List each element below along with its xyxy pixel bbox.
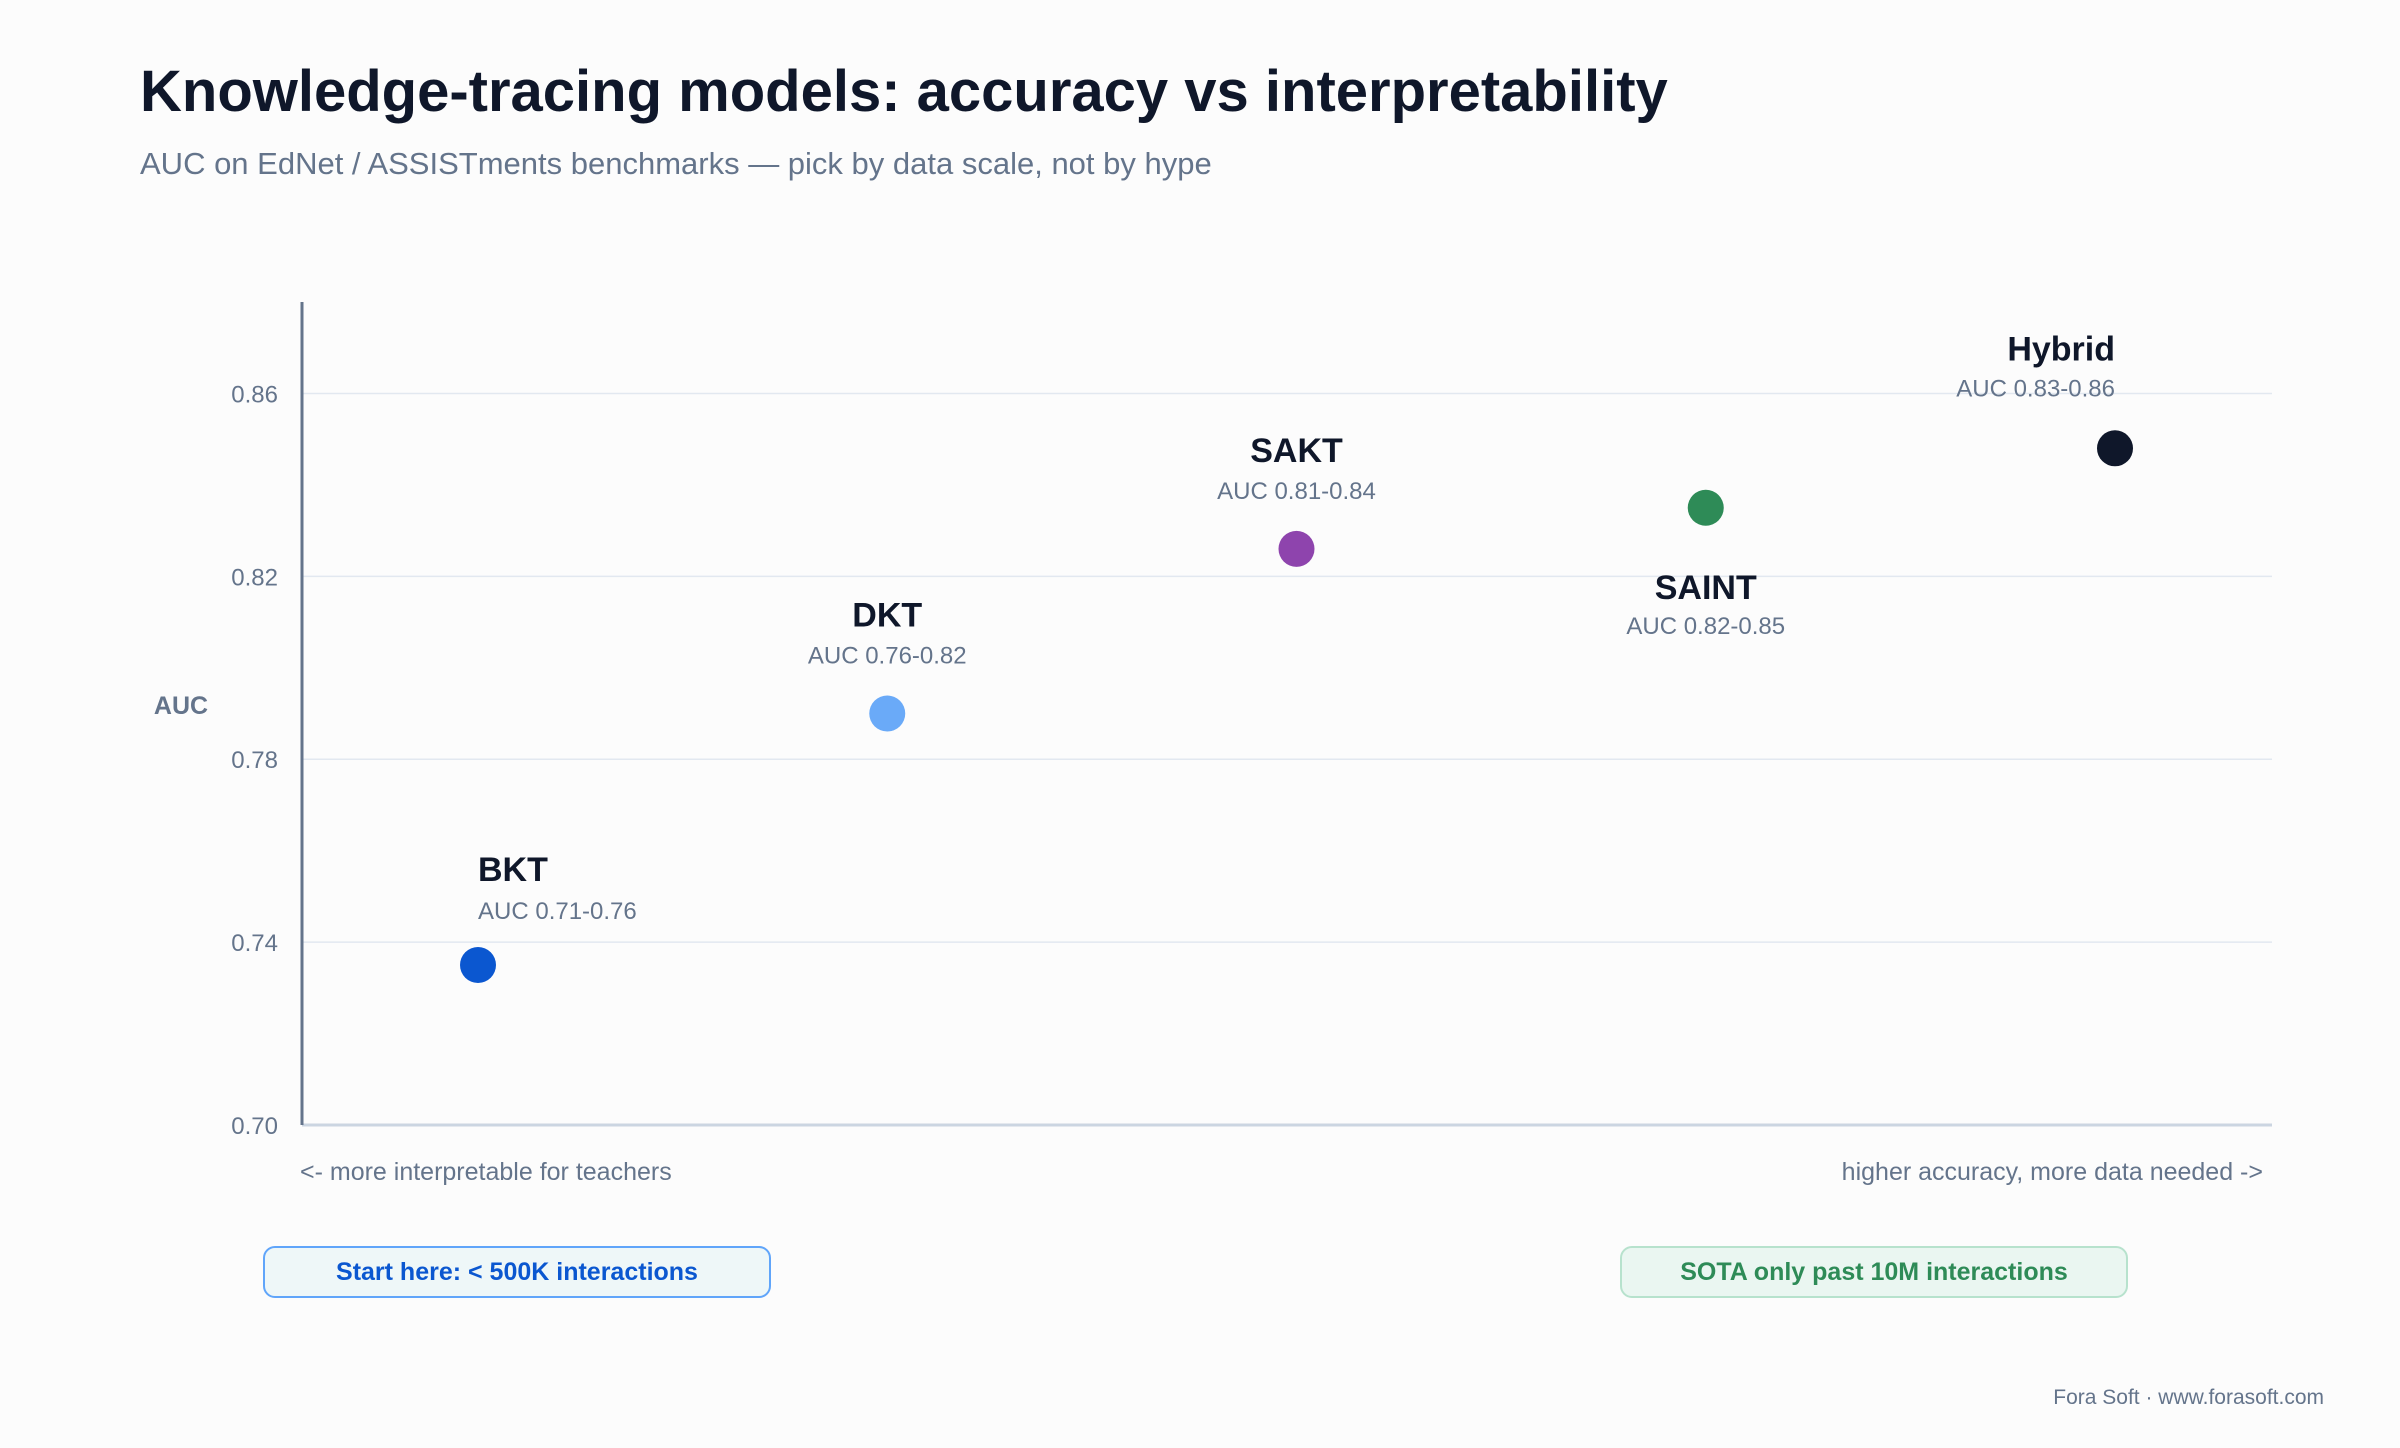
axis-note-right: higher accuracy, more data needed -> — [1841, 1158, 2263, 1186]
point-label: Hybrid — [2007, 330, 2115, 368]
point-sublabel: AUC 0.83-0.86 — [1956, 375, 2115, 402]
y-tick-label: 0.70 — [231, 1113, 278, 1140]
data-point-bkt — [460, 946, 496, 983]
point-sublabel: AUC 0.71-0.76 — [478, 898, 637, 925]
data-point-sakt — [1278, 530, 1315, 567]
axis-note-left: <- more interpretable for teachers — [300, 1158, 672, 1186]
point-sublabel: AUC 0.82-0.85 — [1626, 613, 1785, 640]
point-sublabel: AUC 0.76-0.82 — [808, 643, 967, 670]
start-here-callout: Start here: < 500K interactions — [263, 1246, 771, 1298]
data-point-saint — [1687, 489, 1724, 526]
point-label: BKT — [478, 851, 548, 889]
point-label: SAKT — [1250, 432, 1343, 470]
chart-title: Knowledge-tracing models: accuracy vs in… — [140, 59, 1668, 124]
data-point-dkt — [869, 695, 906, 732]
y-axis-label: AUC — [154, 692, 208, 720]
y-tick-label: 0.74 — [231, 930, 278, 957]
footer-credit: Fora Soft · www.forasoft.com — [2053, 1386, 2324, 1409]
sota-callout: SOTA only past 10M interactions — [1620, 1246, 2128, 1298]
point-label: SAINT — [1655, 569, 1757, 607]
y-tick-label: 0.78 — [231, 747, 278, 774]
chart-subtitle: AUC on EdNet / ASSISTments benchmarks — … — [140, 146, 1212, 181]
point-label: DKT — [852, 597, 922, 635]
start-here-callout-label: Start here: < 500K interactions — [336, 1257, 698, 1286]
y-tick-label: 0.82 — [231, 564, 278, 591]
sota-callout-label: SOTA only past 10M interactions — [1680, 1257, 2068, 1286]
point-sublabel: AUC 0.81-0.84 — [1217, 478, 1376, 505]
y-tick-label: 0.86 — [231, 381, 278, 408]
data-point-hybrid — [2097, 430, 2133, 467]
